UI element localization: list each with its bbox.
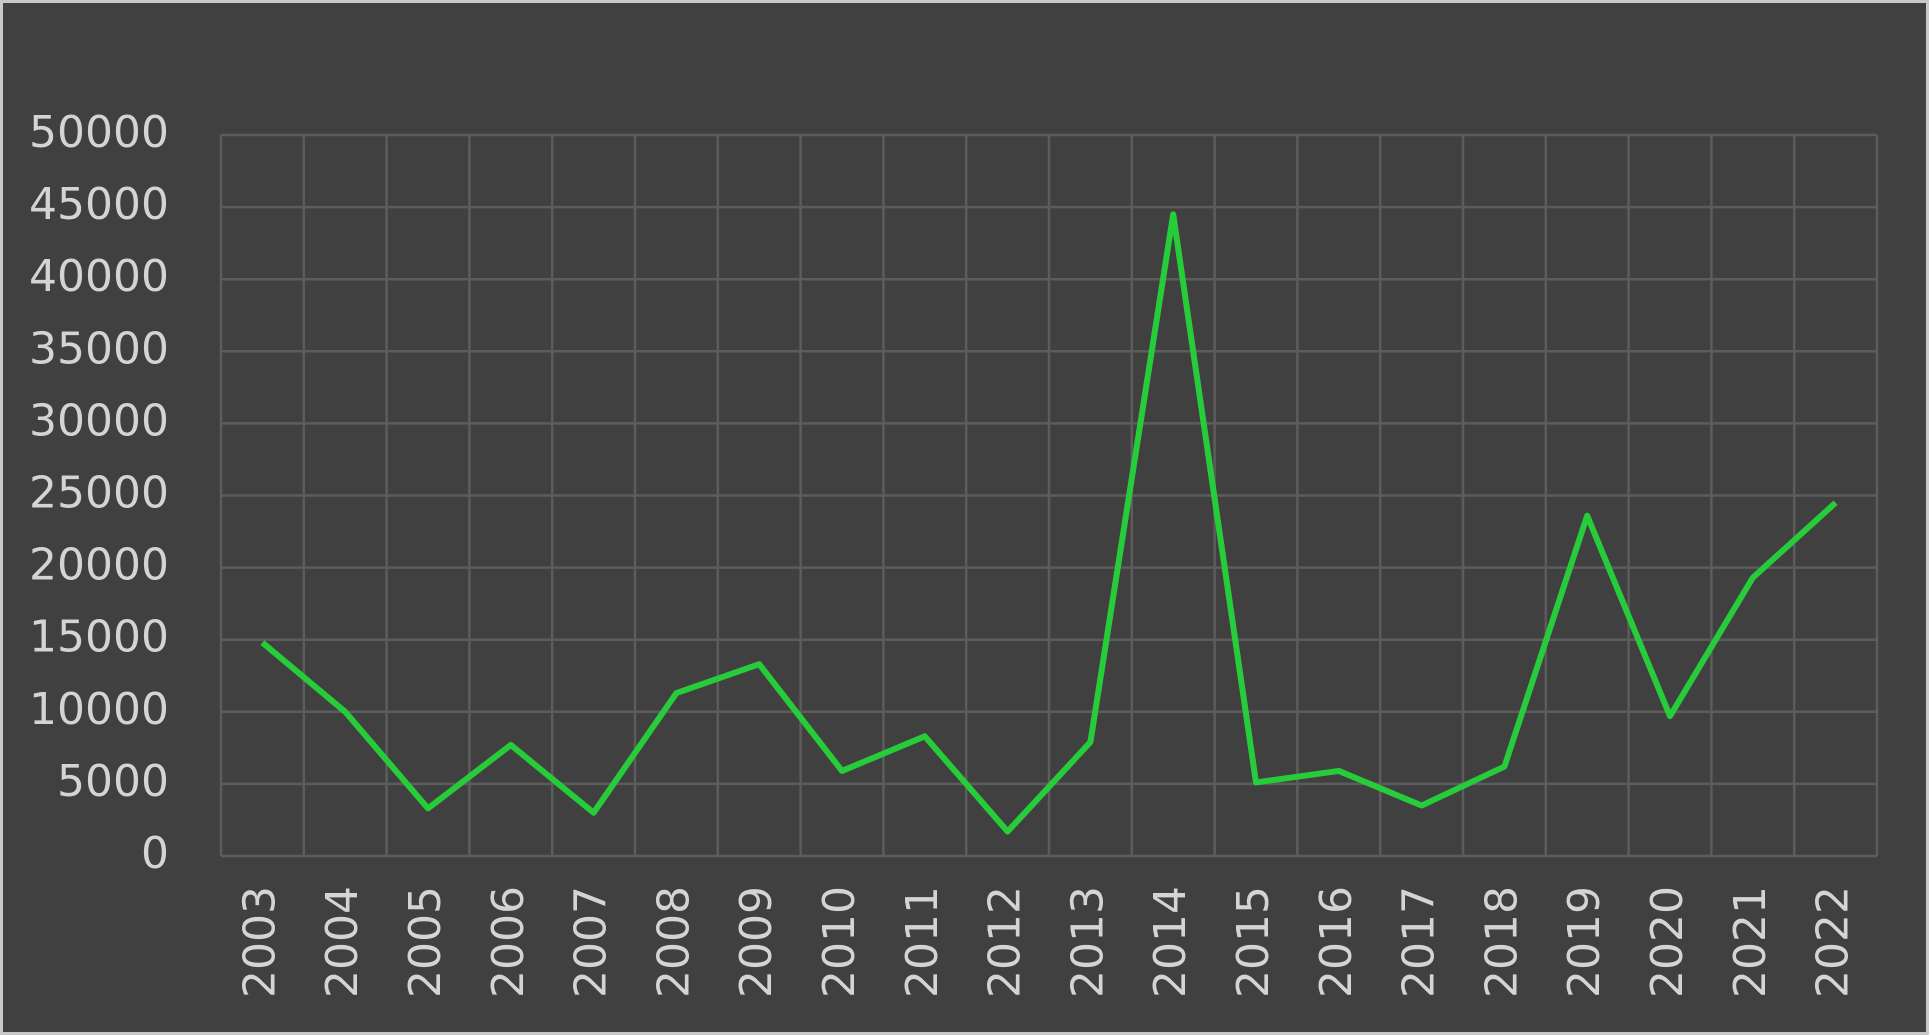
x-tick-label: 2013 xyxy=(1062,886,1113,998)
x-tick-label: 2016 xyxy=(1311,886,1362,998)
x-tick-label: 2009 xyxy=(731,886,782,998)
x-tick-label: 2010 xyxy=(814,886,865,998)
x-tick-label: 2015 xyxy=(1228,886,1279,998)
x-tick-label: 2004 xyxy=(317,886,368,998)
x-tick-label: 2020 xyxy=(1642,886,1693,998)
x-tick-label: 2006 xyxy=(483,886,534,998)
data-line xyxy=(260,211,1838,835)
y-tick-label: 50000 xyxy=(29,107,169,158)
x-tick-label: 2021 xyxy=(1725,886,1776,998)
x-tick-label: 2011 xyxy=(897,886,948,998)
x-tick-label: 2017 xyxy=(1394,886,1445,998)
y-tick-label: 15000 xyxy=(29,612,169,663)
y-tick-label: 40000 xyxy=(29,251,169,302)
y-tick-label: 45000 xyxy=(29,179,169,230)
x-tick-label: 2022 xyxy=(1808,886,1859,998)
x-tick-label: 2019 xyxy=(1559,886,1610,998)
y-tick-label: 10000 xyxy=(29,684,169,735)
x-tick-label: 2018 xyxy=(1476,886,1527,998)
y-tick-label: 30000 xyxy=(29,395,169,446)
x-tick-label: 2005 xyxy=(400,886,451,998)
x-tick-label: 2008 xyxy=(648,886,699,998)
x-tick-label: 2012 xyxy=(980,886,1031,998)
y-tick-label: 35000 xyxy=(29,323,169,374)
x-tick-label: 2007 xyxy=(566,886,617,998)
y-tick-label: 20000 xyxy=(29,540,169,591)
x-tick-label: 2014 xyxy=(1145,886,1196,998)
y-tick-label: 25000 xyxy=(29,468,169,519)
x-tick-label: 2003 xyxy=(234,886,285,998)
y-tick-label: 0 xyxy=(141,828,169,879)
y-tick-label: 5000 xyxy=(57,756,169,807)
